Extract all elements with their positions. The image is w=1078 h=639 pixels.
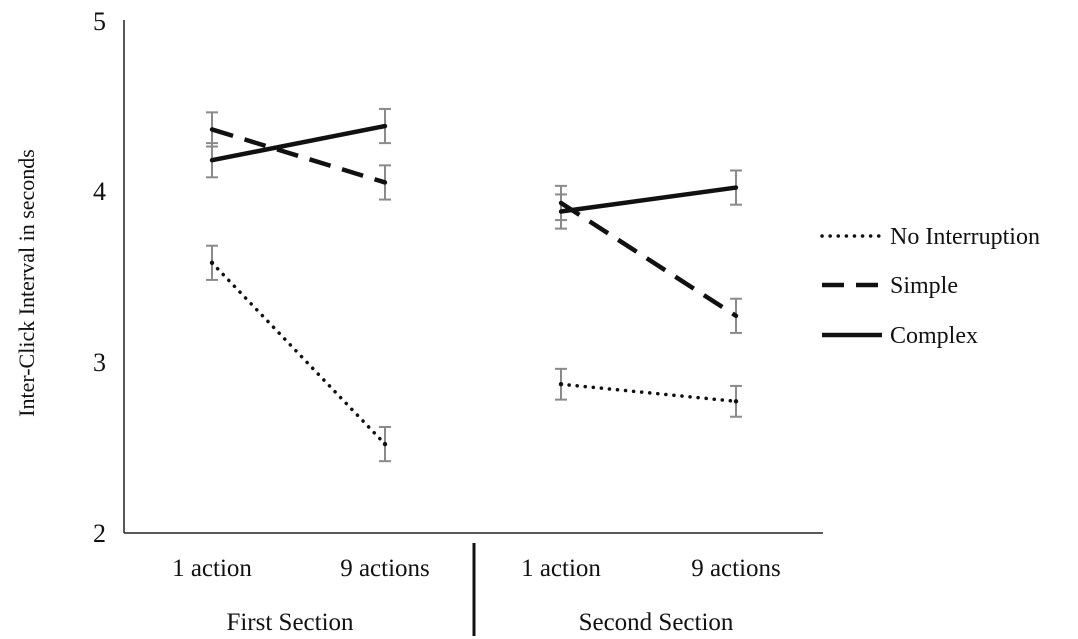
data-point — [209, 260, 215, 266]
series-line-simple — [211, 127, 386, 185]
category-label: 9 actions — [691, 555, 781, 582]
y-tick-label: 5 — [93, 7, 106, 36]
category-label: 1 action — [172, 555, 252, 582]
y-tick-label: 4 — [93, 177, 106, 206]
data-point — [382, 441, 388, 447]
series-line-no-interruption — [210, 261, 387, 446]
group-label-first-section: First Section — [226, 609, 354, 636]
group-labels: First Section Second Section — [226, 609, 733, 636]
series-line-simple — [559, 201, 738, 318]
category-labels: 1 action 9 actions 1 action 9 actions — [172, 555, 781, 582]
legend: No Interruption Simple Complex — [820, 224, 1040, 349]
data-point — [209, 127, 215, 132]
y-tick-label: 3 — [93, 348, 106, 377]
series-line-no-interruption — [559, 382, 738, 404]
data-point — [382, 180, 388, 185]
data-point — [382, 123, 388, 129]
series-line-complex — [211, 123, 386, 163]
y-tick-label: 2 — [93, 519, 106, 548]
category-label: 9 actions — [340, 555, 430, 582]
data-point — [733, 399, 739, 404]
legend-label: No Interruption — [890, 224, 1040, 250]
data-point — [733, 313, 739, 319]
data-point — [558, 209, 564, 214]
data-point — [558, 200, 564, 206]
legend-label: Complex — [890, 323, 978, 349]
data-point — [209, 158, 215, 163]
legend-item-no-interruption: No Interruption — [820, 224, 1040, 250]
data-point — [733, 185, 739, 190]
group-label-second-section: Second Section — [579, 609, 734, 636]
y-axis-label: Inter-Click Interval in seconds — [14, 149, 39, 417]
series-line-complex — [560, 185, 737, 214]
legend-item-complex: Complex — [822, 323, 978, 349]
category-label: 1 action — [521, 555, 601, 582]
y-tick-labels: 2 3 4 5 — [93, 7, 106, 548]
plot-area — [206, 107, 742, 463]
legend-label: Simple — [890, 273, 958, 299]
legend-item-simple: Simple — [822, 273, 958, 299]
data-point — [558, 382, 564, 387]
